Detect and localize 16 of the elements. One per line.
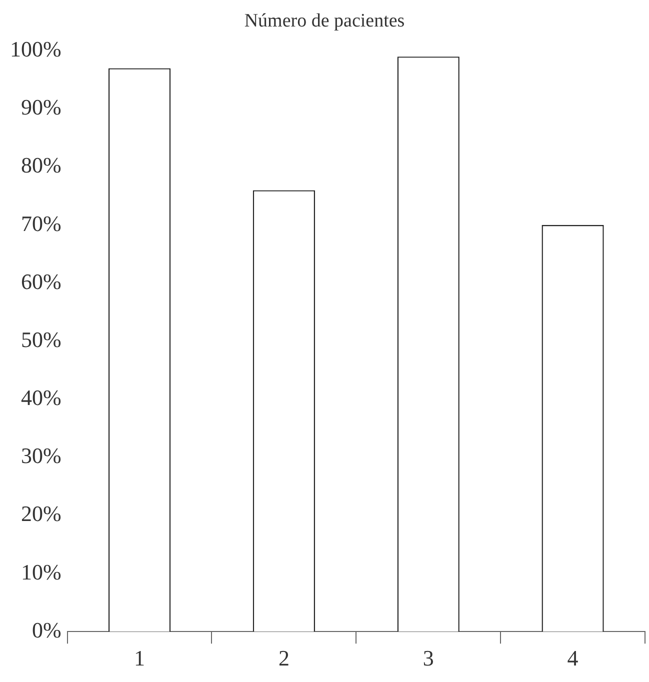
- y-tick-label: 50%: [21, 326, 62, 352]
- y-tick-label: 70%: [21, 210, 62, 236]
- y-tick-label: 100%: [10, 36, 62, 62]
- y-tick-label: 40%: [21, 385, 62, 410]
- y-tick-label: 60%: [21, 268, 62, 294]
- chart-title: Número de pacientes: [244, 10, 405, 32]
- y-tick-label: 80%: [21, 152, 62, 178]
- x-tick-label: 3: [422, 646, 434, 671]
- y-tick-label: 20%: [21, 501, 62, 526]
- x-tick-label: 4: [567, 646, 578, 671]
- y-tick-label: 30%: [21, 443, 62, 468]
- y-tick-label: 10%: [21, 559, 62, 584]
- x-tick-label: 1: [134, 646, 146, 671]
- y-tick-label: 0%: [32, 617, 62, 642]
- y-tick-label: 90%: [21, 94, 62, 120]
- x-tick-label: 2: [278, 646, 290, 671]
